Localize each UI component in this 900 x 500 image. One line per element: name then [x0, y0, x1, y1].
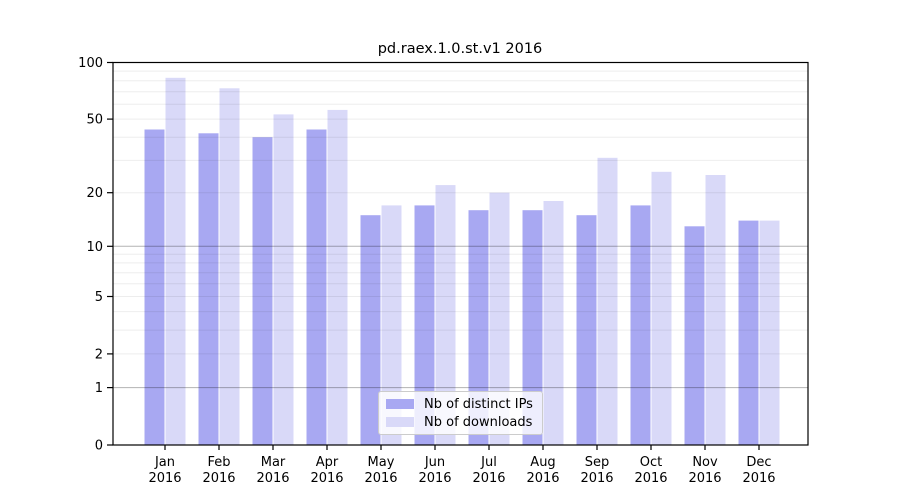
bar-ips-feb: [198, 133, 219, 446]
x-tick-label-sep: Sep: [585, 455, 610, 470]
plot-border: [112, 61, 809, 446]
bars-group: [144, 77, 780, 446]
y-tick-label-50: 50: [86, 113, 103, 128]
y-tick-label-10: 10: [86, 240, 103, 255]
legend-label-distinct-ips: Nb of distinct IPs: [424, 396, 533, 412]
legend-item-distinct-ips: Nb of distinct IPs: [386, 397, 533, 412]
legend-swatch-downloads: [386, 417, 414, 427]
bar-ips-jun: [414, 205, 435, 445]
bar-ips-apr: [306, 129, 327, 445]
bar-ips-jul: [468, 210, 489, 445]
legend-item-downloads: Nb of downloads: [386, 415, 533, 430]
bar-downloads-jun: [435, 185, 456, 445]
x-tick-label-may: May: [368, 455, 395, 470]
x-tick-year-aug: 2016: [526, 471, 559, 486]
bar-downloads-oct: [651, 171, 672, 446]
bar-downloads-jan: [165, 77, 186, 446]
bar-downloads-nov: [705, 175, 726, 445]
x-tick-label-nov: Nov: [692, 455, 718, 470]
bar-downloads-jul: [489, 192, 510, 445]
legend-label-downloads: Nb of downloads: [424, 414, 533, 430]
y-tick-label-2: 2: [95, 347, 103, 362]
y-tick-label-0: 0: [95, 439, 103, 454]
x-tick-label-aug: Aug: [530, 455, 555, 470]
axes-group: [107, 61, 809, 450]
bar-ips-jan: [144, 129, 165, 445]
bar-ips-oct: [630, 205, 651, 445]
gridlines-group: [113, 62, 808, 389]
x-tick-label-apr: Apr: [316, 455, 339, 470]
x-tick-year-jan: 2016: [148, 471, 181, 486]
x-tick-label-feb: Feb: [207, 455, 230, 470]
x-tick-year-oct: 2016: [634, 471, 667, 486]
bar-ips-nov: [684, 226, 705, 445]
x-tick-label-dec: Dec: [746, 455, 771, 470]
x-tick-label-mar: Mar: [261, 455, 286, 470]
x-tick-year-feb: 2016: [202, 471, 235, 486]
y-tick-label-5: 5: [95, 290, 103, 305]
bar-downloads-dec: [759, 220, 780, 445]
x-tick-year-jul: 2016: [472, 471, 505, 486]
x-tick-year-may: 2016: [364, 471, 397, 486]
bar-ips-dec: [738, 220, 759, 445]
bar-ips-sep: [576, 215, 597, 445]
bar-downloads-may: [381, 205, 402, 445]
bar-ips-may: [360, 215, 381, 445]
y-tick-label-20: 20: [86, 186, 103, 201]
x-tick-year-nov: 2016: [688, 471, 721, 486]
x-tick-year-dec: 2016: [742, 471, 775, 486]
bar-ips-aug: [522, 210, 543, 445]
bar-downloads-mar: [273, 114, 294, 446]
bar-downloads-apr: [327, 109, 348, 446]
tick-labels-group: 0125102050100Jan2016Feb2016Mar2016Apr201…: [78, 56, 775, 486]
x-tick-label-jan: Jan: [154, 455, 175, 470]
legend-swatch-distinct-ips: [386, 399, 414, 409]
x-tick-year-apr: 2016: [310, 471, 343, 486]
x-tick-year-mar: 2016: [256, 471, 289, 486]
bar-downloads-aug: [543, 201, 564, 445]
y-tick-label-100: 100: [78, 56, 103, 71]
legend: Nb of distinct IPs Nb of downloads: [378, 391, 543, 435]
x-tick-label-jun: Jun: [424, 455, 445, 470]
bar-downloads-sep: [597, 157, 618, 446]
bar-downloads-feb: [219, 88, 240, 446]
x-tick-year-sep: 2016: [580, 471, 613, 486]
bar-ips-mar: [252, 137, 273, 445]
chart-title: pd.raex.1.0.st.v1 2016: [378, 41, 543, 57]
x-tick-year-jun: 2016: [418, 471, 451, 486]
x-tick-label-oct: Oct: [640, 455, 662, 470]
y-tick-label-1: 1: [95, 381, 103, 396]
x-tick-label-jul: Jul: [480, 455, 497, 470]
